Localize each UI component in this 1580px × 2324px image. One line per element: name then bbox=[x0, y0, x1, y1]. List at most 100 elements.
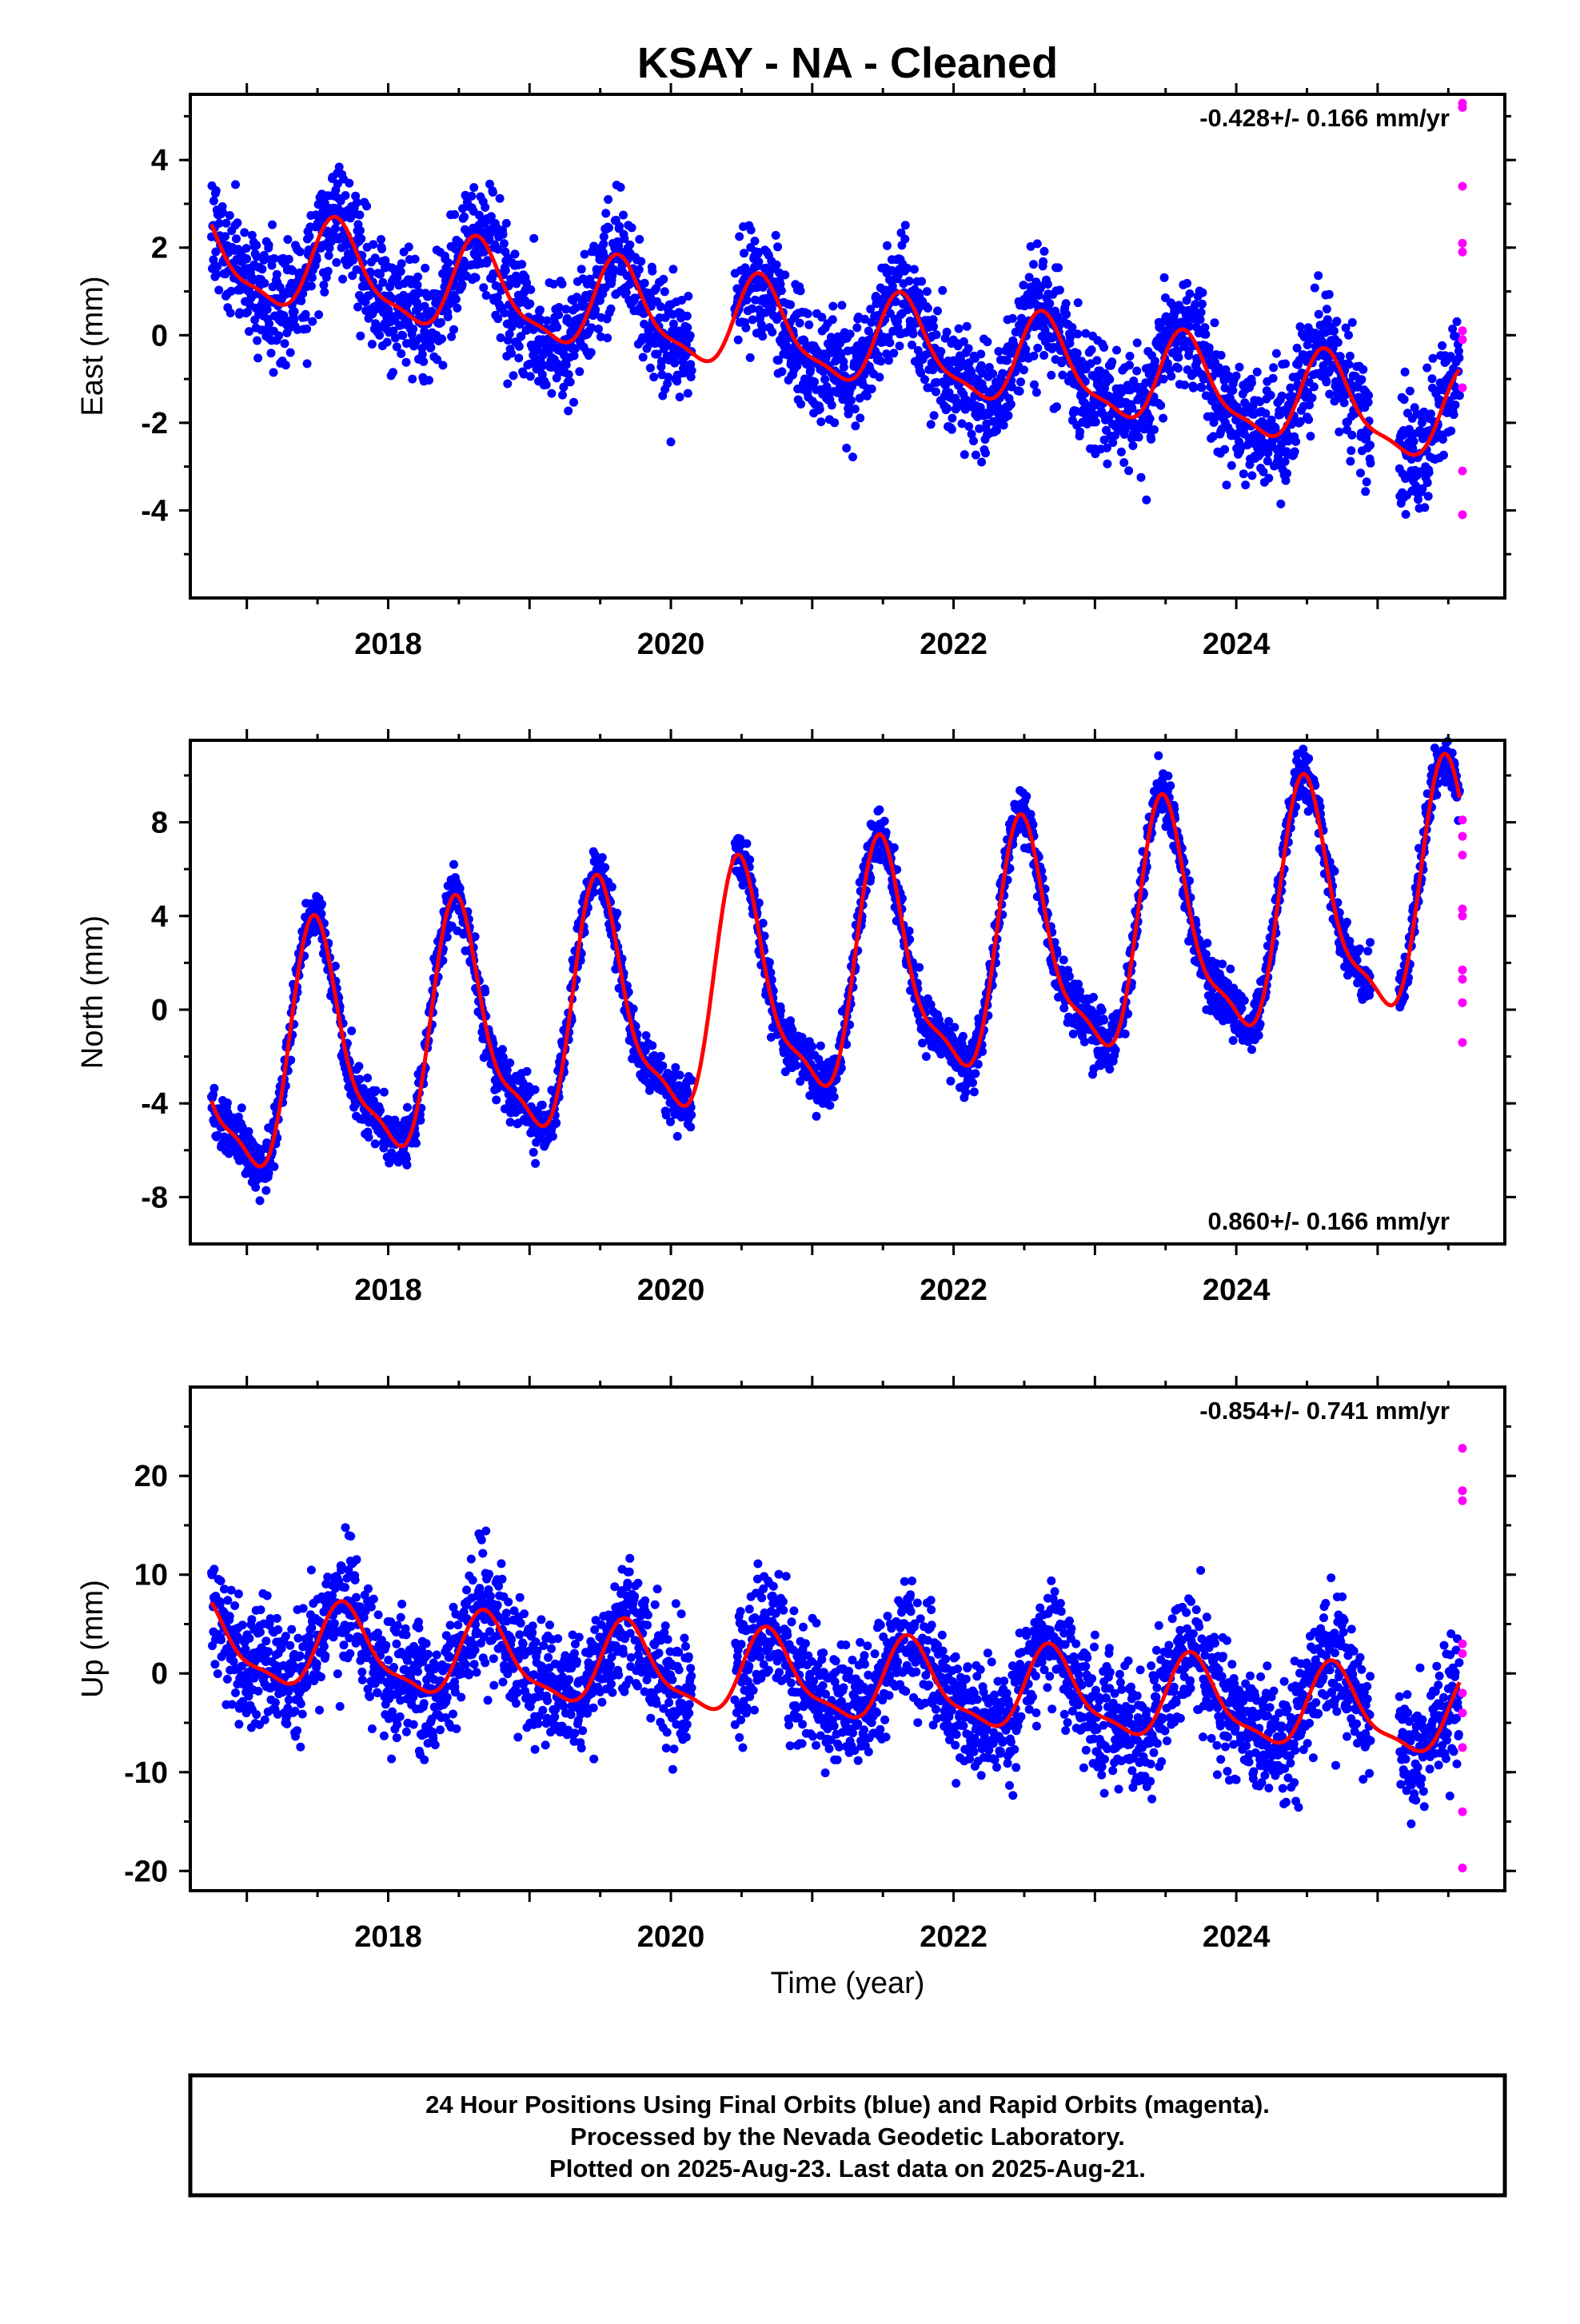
data-point bbox=[828, 315, 837, 324]
data-point bbox=[437, 318, 445, 327]
data-point bbox=[901, 221, 910, 229]
data-point bbox=[1401, 368, 1410, 377]
data-point bbox=[830, 418, 839, 427]
north-data-points bbox=[207, 737, 1464, 1205]
data-point bbox=[1198, 383, 1207, 392]
data-point bbox=[252, 241, 261, 249]
data-point bbox=[419, 357, 428, 366]
data-point bbox=[1361, 487, 1370, 496]
data-point bbox=[397, 349, 405, 358]
data-point bbox=[403, 1103, 412, 1112]
data-point bbox=[1074, 298, 1083, 307]
data-point bbox=[242, 254, 251, 263]
data-point bbox=[1033, 239, 1042, 248]
data-point bbox=[840, 363, 848, 372]
data-point bbox=[922, 1052, 931, 1061]
data-point bbox=[1156, 401, 1165, 410]
data-point bbox=[226, 309, 235, 317]
data-point bbox=[932, 330, 941, 339]
data-point bbox=[936, 347, 945, 356]
data-point bbox=[449, 325, 458, 334]
data-point bbox=[501, 266, 510, 275]
y-tick-label: -4 bbox=[141, 494, 168, 528]
data-point bbox=[768, 328, 776, 337]
data-point bbox=[796, 400, 805, 409]
data-point bbox=[932, 388, 940, 397]
data-point bbox=[1119, 458, 1128, 467]
data-point bbox=[1007, 400, 1015, 409]
data-point bbox=[842, 444, 851, 452]
data-point bbox=[317, 900, 326, 909]
data-point bbox=[500, 239, 509, 248]
data-point bbox=[1269, 374, 1278, 383]
data-point bbox=[425, 376, 433, 385]
data-point bbox=[371, 1139, 380, 1148]
data-point bbox=[377, 245, 386, 253]
rapid-point bbox=[1458, 335, 1467, 344]
data-point bbox=[1367, 459, 1375, 468]
data-point bbox=[1450, 410, 1458, 419]
data-point bbox=[221, 219, 230, 228]
data-point bbox=[1366, 440, 1375, 449]
data-point bbox=[977, 361, 986, 370]
data-point bbox=[920, 375, 929, 384]
data-point bbox=[405, 242, 413, 251]
data-point bbox=[1091, 417, 1100, 426]
data-point bbox=[1428, 374, 1437, 383]
data-point bbox=[1054, 263, 1063, 272]
data-point bbox=[747, 225, 756, 234]
data-point bbox=[397, 259, 406, 268]
data-point bbox=[1183, 279, 1191, 288]
y-tick-label: -2 bbox=[141, 407, 168, 440]
data-point bbox=[307, 281, 316, 290]
data-point bbox=[353, 303, 362, 312]
data-point bbox=[999, 421, 1008, 429]
data-point bbox=[265, 319, 273, 328]
data-point bbox=[1073, 349, 1082, 358]
data-point bbox=[983, 337, 991, 346]
data-point bbox=[649, 373, 658, 381]
data-point bbox=[591, 305, 600, 314]
data-point bbox=[804, 309, 812, 318]
data-point bbox=[331, 224, 340, 233]
data-point bbox=[1283, 469, 1291, 478]
data-point bbox=[615, 222, 624, 231]
data-point bbox=[1146, 414, 1155, 423]
data-point bbox=[1356, 468, 1365, 477]
data-point bbox=[1132, 367, 1141, 376]
data-point bbox=[776, 1007, 785, 1015]
data-point bbox=[324, 267, 333, 276]
data-point bbox=[828, 302, 837, 311]
data-point bbox=[253, 353, 262, 362]
data-point bbox=[1008, 314, 1017, 323]
data-point bbox=[514, 353, 523, 362]
data-point bbox=[587, 348, 596, 357]
data-point bbox=[1347, 431, 1356, 440]
data-point bbox=[660, 287, 669, 296]
data-point bbox=[209, 1084, 218, 1093]
data-point bbox=[751, 237, 760, 245]
data-point bbox=[383, 338, 392, 347]
data-point bbox=[1126, 352, 1135, 361]
chart-title: KSAY - NA - Cleaned bbox=[637, 39, 1058, 87]
data-point bbox=[225, 211, 234, 220]
data-point bbox=[1073, 329, 1082, 338]
data-point bbox=[683, 312, 692, 321]
data-point bbox=[735, 232, 744, 241]
data-point bbox=[1253, 368, 1262, 377]
rapid-point bbox=[1458, 467, 1467, 476]
data-point bbox=[1247, 471, 1256, 480]
data-point bbox=[261, 1186, 270, 1195]
data-point bbox=[625, 241, 634, 249]
data-point bbox=[1241, 480, 1250, 489]
data-point bbox=[1340, 398, 1349, 407]
data-point bbox=[658, 1062, 667, 1070]
data-point bbox=[452, 295, 461, 304]
data-point bbox=[412, 1139, 421, 1148]
data-point bbox=[600, 863, 609, 872]
data-point bbox=[372, 1086, 381, 1095]
y-tick-label: 4 bbox=[151, 144, 168, 177]
data-point bbox=[1135, 433, 1143, 441]
data-point bbox=[286, 349, 295, 357]
